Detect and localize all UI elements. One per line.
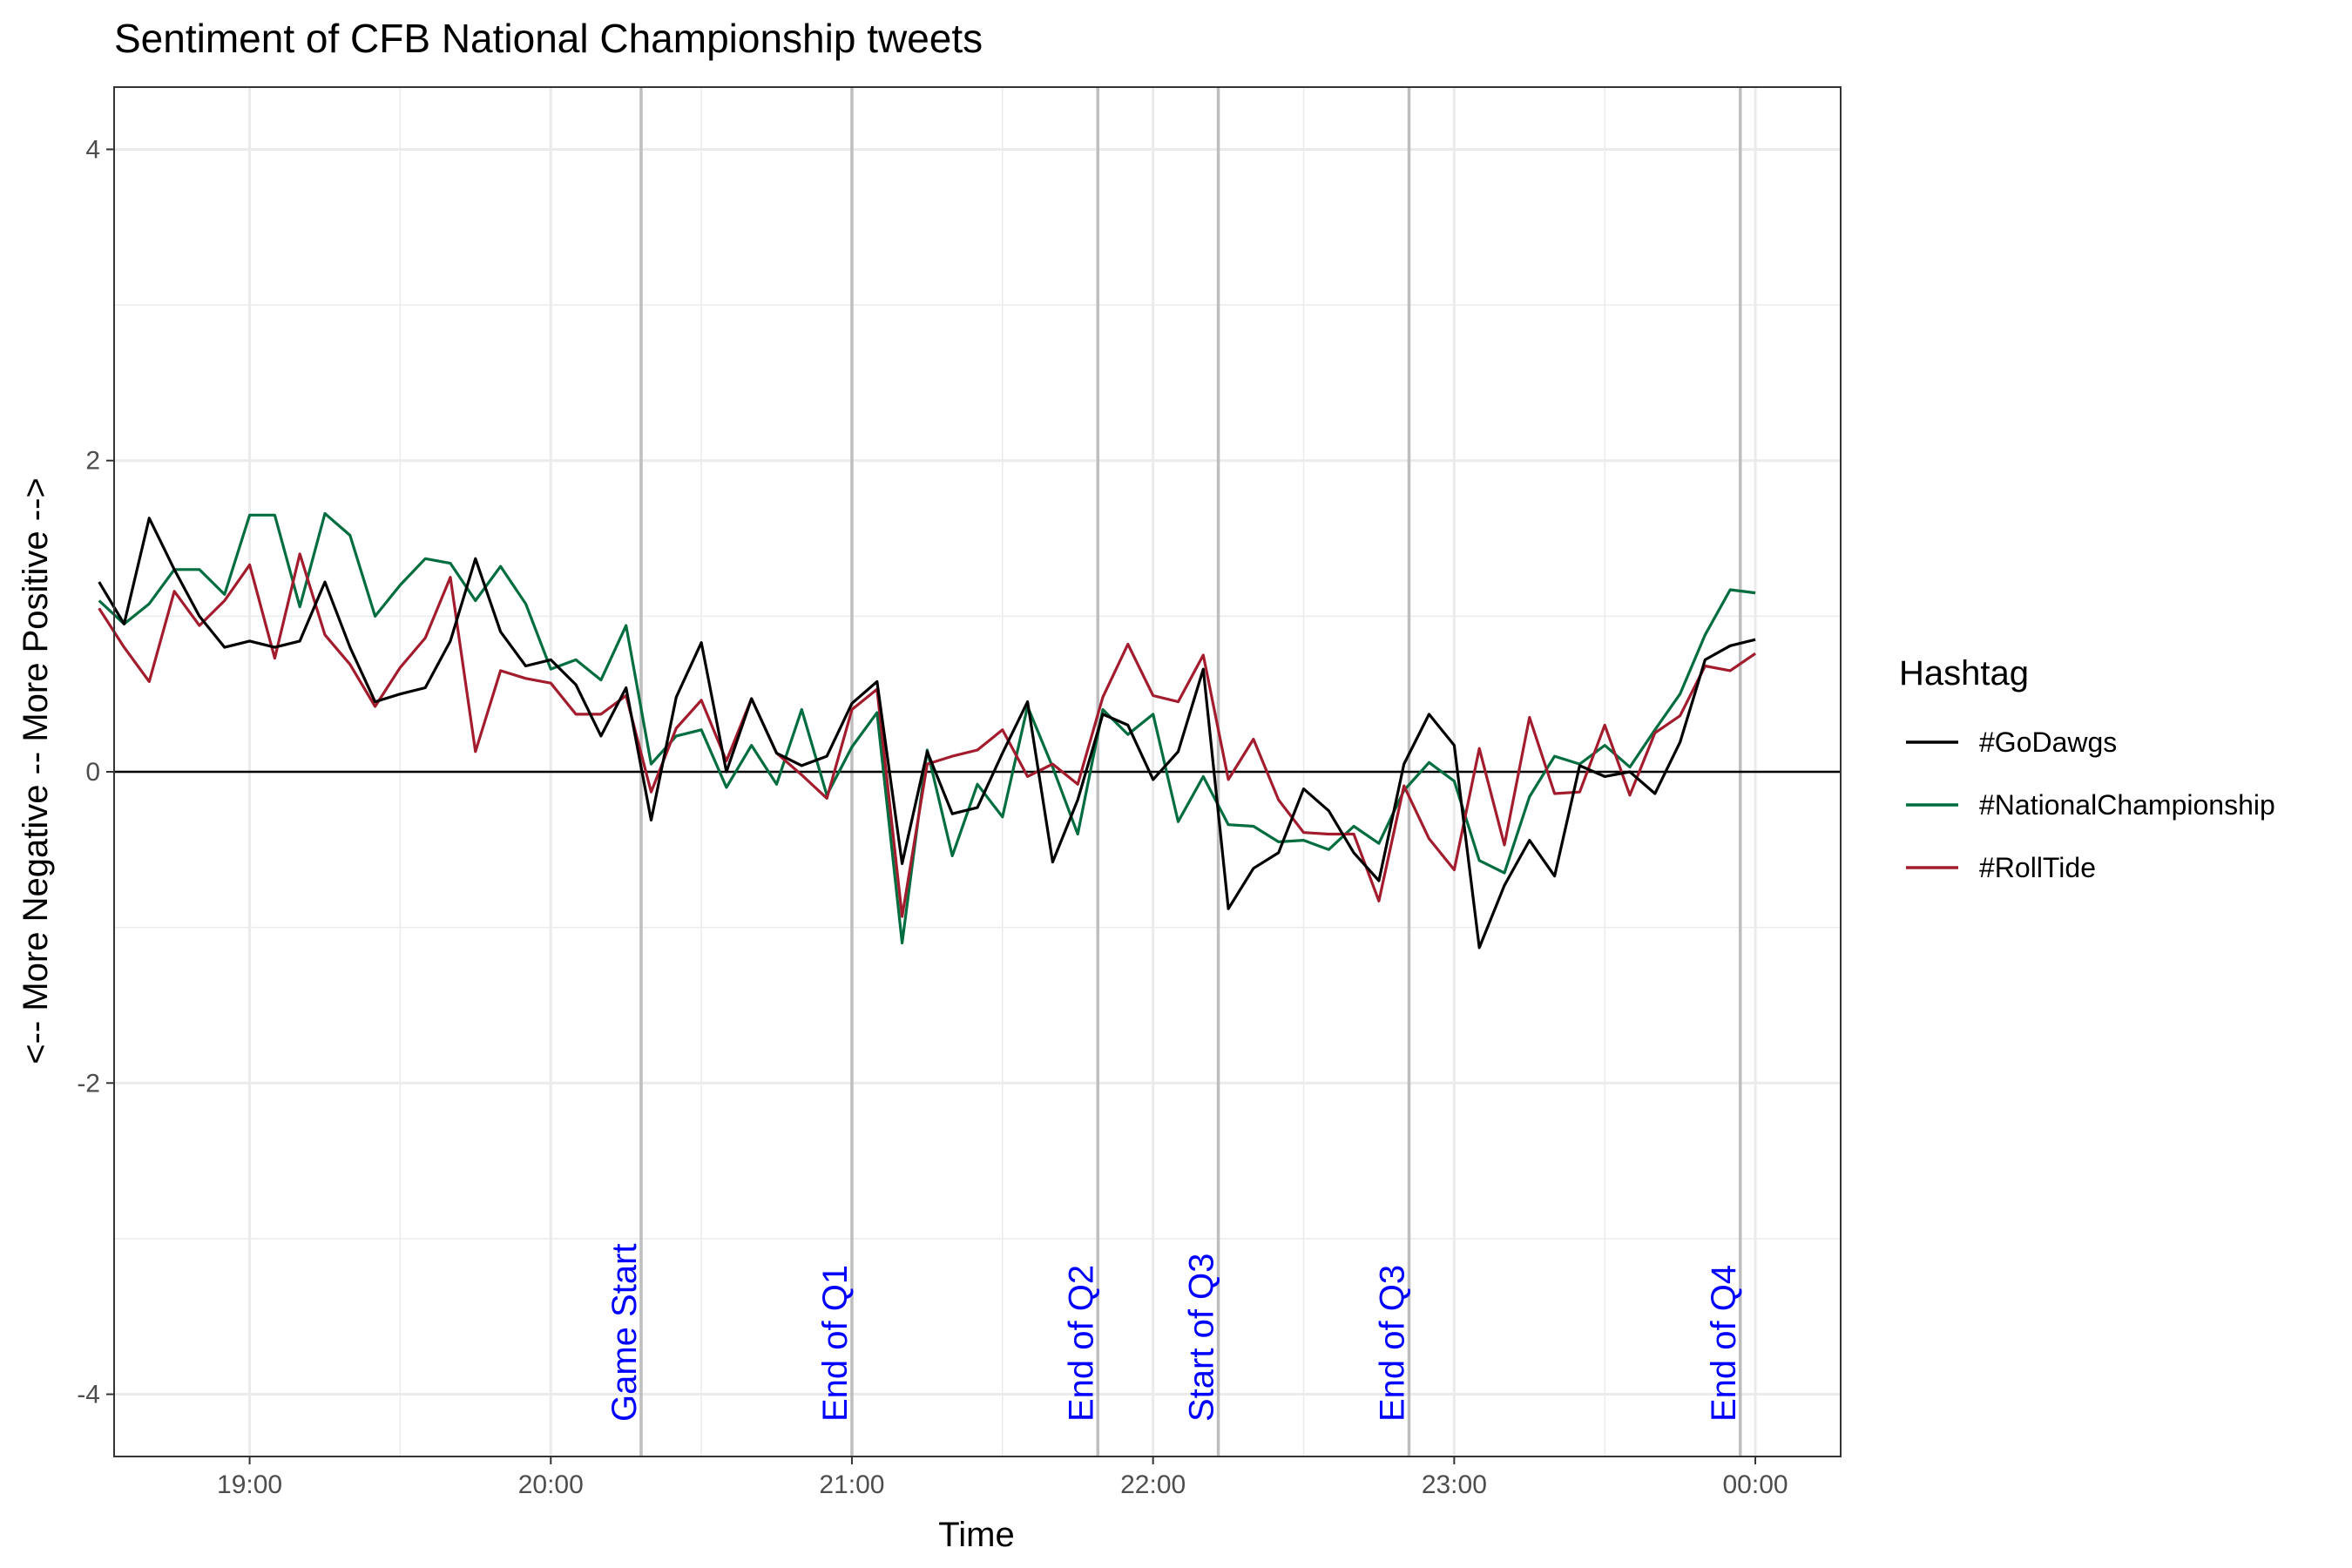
legend-label-godawgs: #GoDawgs [1979,727,2117,758]
series-line-godawgs [98,517,1756,950]
event-labels: Game Start End of Q1 End of Q2 Start of Q3 E… [605,1243,1743,1422]
series-line-nationalchampionship [98,511,1756,945]
y-tick-label: 2 [85,447,100,476]
legend-label-nationalchampionship: #NationalChampionship [1979,789,2275,821]
event-label: Start of Q3 [1183,1254,1221,1422]
y-tick-label: 0 [85,758,100,787]
x-tick-label: 20:00 [518,1470,584,1499]
series-lines [98,511,1757,950]
y-axis: 4 2 0 -2 -4 [77,135,114,1409]
series-line-rolltide [98,552,1757,918]
y-tick-label: -4 [77,1381,100,1409]
x-tick-label: 19:00 [217,1470,282,1499]
x-tick-label: 23:00 [1422,1470,1487,1499]
legend-label-rolltide: #RollTide [1979,852,2096,883]
x-tick-label: 00:00 [1723,1470,1788,1499]
event-label: End of Q3 [1374,1265,1412,1422]
x-axis-title: Time [938,1516,1014,1554]
x-axis: 19:00 20:00 21:00 22:00 23:00 00:00 [217,1456,1788,1499]
event-label: End of Q2 [1062,1265,1100,1422]
legend: Hashtag #GoDawgs #NationalChampionship #Ro… [1899,654,2275,883]
y-tick-label: -2 [77,1069,100,1098]
plot-panel: Game Start End of Q1 End of Q2 Start of Q3 E… [98,86,1842,1457]
event-label: Game Start [605,1243,644,1422]
event-label: End of Q4 [1705,1265,1743,1422]
y-axis-title: <-- More Negative -- More Positive --> [17,477,55,1064]
x-tick-label: 22:00 [1120,1470,1186,1499]
event-label: End of Q1 [816,1265,855,1422]
y-tick-label: 4 [85,135,100,164]
chart-title: Sentiment of CFB National Championship t… [114,16,983,61]
x-tick-label: 21:00 [819,1470,884,1499]
legend-title: Hashtag [1899,654,2029,693]
